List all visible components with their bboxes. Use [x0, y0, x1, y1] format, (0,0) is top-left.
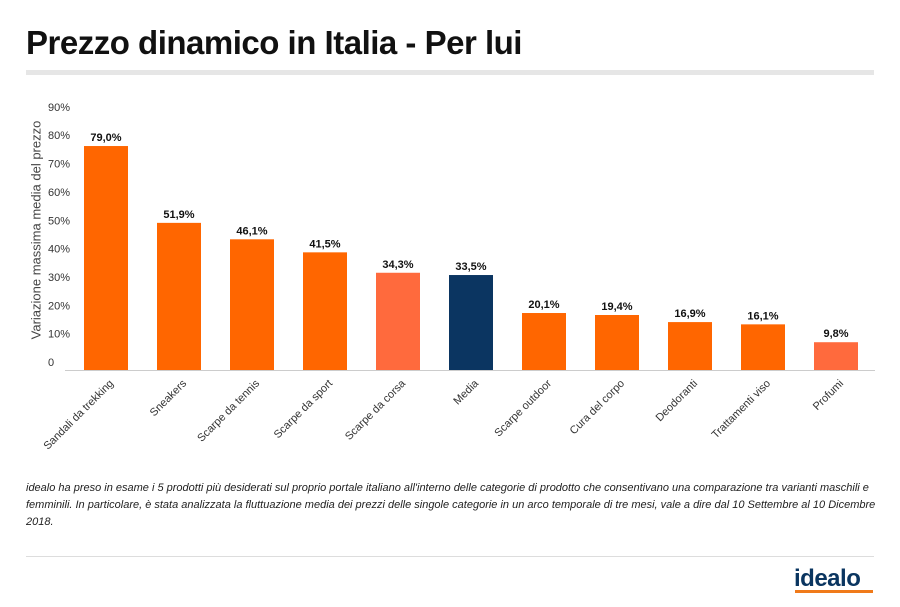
bar — [303, 252, 347, 370]
y-tick-label: 20% — [48, 300, 70, 312]
data-label: 41,5% — [309, 238, 340, 250]
footnote: idealo ha preso in esame i 5 prodotti pi… — [26, 482, 876, 528]
y-tick-label: 0 — [48, 357, 54, 369]
x-tick-label: Sandali da trekking — [41, 378, 116, 453]
x-tick-label: Scarpe outdoor — [492, 377, 554, 439]
data-label: 79,0% — [90, 132, 121, 144]
bar — [449, 275, 493, 370]
bar — [376, 272, 420, 370]
idealo-logo: idealo — [794, 565, 861, 592]
data-label: 20,1% — [528, 299, 559, 311]
data-label: 19,4% — [601, 301, 632, 313]
x-tick-label: Trattamenti viso — [710, 378, 774, 442]
data-label: 51,9% — [163, 209, 194, 221]
title-divider — [26, 70, 874, 75]
bar — [595, 315, 639, 370]
x-tick-label: Cura del corpo — [568, 378, 628, 438]
data-label: 33,5% — [455, 261, 486, 273]
x-tick-label: Profumi — [811, 378, 846, 413]
x-tick-label: Scarpe da tennis — [195, 377, 262, 444]
data-label: 34,3% — [382, 259, 413, 271]
logo-underline — [795, 590, 873, 593]
x-tick-label: Media — [451, 377, 481, 407]
bar — [741, 324, 785, 370]
footer-divider — [26, 556, 874, 557]
y-tick-label: 60% — [48, 187, 70, 199]
x-tick-label: Scarpe da corsa — [343, 377, 409, 443]
bar — [84, 146, 128, 370]
data-label: 9,8% — [823, 328, 848, 340]
data-label: 16,1% — [747, 310, 778, 322]
data-label: 16,9% — [674, 308, 705, 320]
chart-title: Prezzo dinamico in Italia - Per lui — [26, 24, 522, 61]
x-tick-label: Deodoranti — [654, 378, 701, 425]
bar — [522, 313, 566, 370]
y-tick-label: 40% — [48, 244, 70, 256]
y-tick-label: 80% — [48, 130, 70, 142]
y-tick-label: 50% — [48, 215, 70, 227]
bar — [668, 322, 712, 370]
bar — [230, 239, 274, 370]
x-tick-label: Scarpe da sport — [272, 378, 335, 441]
bar — [814, 342, 858, 370]
y-tick-label: 30% — [48, 272, 70, 284]
bar-chart: 0 10% 20% 30% 40% 50% 60% 70% 80% 90% 79,0% Sandali… — [41, 102, 875, 453]
x-tick-label: Sneakers — [148, 377, 190, 419]
data-label: 46,1% — [236, 225, 267, 237]
y-tick-label: 90% — [48, 102, 70, 114]
y-tick-label: 70% — [48, 159, 70, 171]
y-tick-label: 10% — [48, 329, 70, 341]
bar — [157, 222, 201, 370]
